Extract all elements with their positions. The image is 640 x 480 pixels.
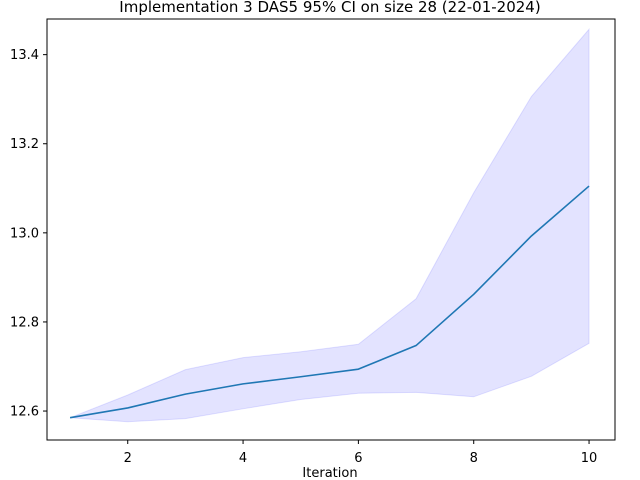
data-point xyxy=(588,185,590,187)
x-axis-label: Iteration xyxy=(302,466,357,480)
y-tick-label: 13.2 xyxy=(10,137,39,152)
chart-title: Implementation 3 DAS5 95% CI on size 28 … xyxy=(119,0,540,16)
y-tick-label: 13.0 xyxy=(10,226,39,241)
ci-band-layer xyxy=(69,27,590,423)
data-point xyxy=(242,383,244,385)
y-tick-label: 12.6 xyxy=(10,405,39,420)
data-point xyxy=(357,368,359,370)
x-tick-label: 2 xyxy=(124,451,132,466)
data-point xyxy=(473,293,475,295)
y-tick-label: 13.4 xyxy=(10,48,39,63)
x-tick-label: 6 xyxy=(354,451,362,466)
x-tick-label: 4 xyxy=(239,451,247,466)
data-point xyxy=(184,393,186,395)
data-point xyxy=(530,235,532,237)
data-point xyxy=(415,344,417,346)
series-line-mean xyxy=(69,185,590,419)
x-tick-label: 8 xyxy=(470,451,478,466)
data-point xyxy=(300,376,302,378)
data-point xyxy=(127,407,129,409)
ci-band xyxy=(69,27,590,423)
y-tick-label: 12.8 xyxy=(10,315,39,330)
y-axis: 12.6 12.8 13.0 13.2 13.4 xyxy=(10,48,47,420)
series-line-layer xyxy=(69,185,590,419)
plot-frame xyxy=(46,18,616,441)
x-tick-label: 10 xyxy=(581,451,598,466)
x-axis: 2 4 6 8 10 xyxy=(124,440,598,466)
data-point xyxy=(69,417,71,419)
